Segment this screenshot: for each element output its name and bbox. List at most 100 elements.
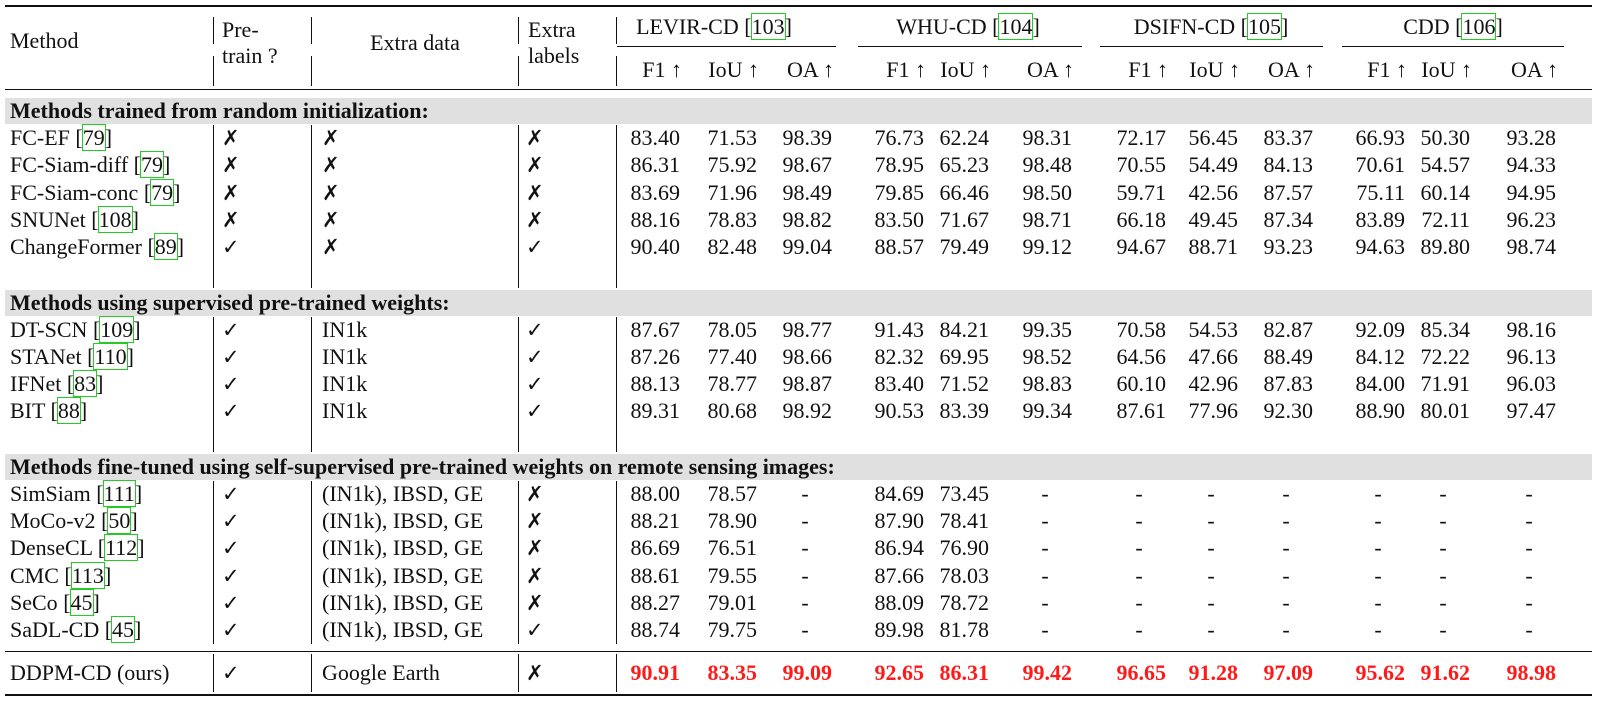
- method-label: IFNet: [10, 371, 62, 397]
- metric-value: 96.03: [1506, 371, 1557, 397]
- metric-value: 66.93: [1355, 125, 1406, 150]
- metric-value: 84.69: [874, 480, 925, 506]
- metric-header: IoU ↑: [1189, 57, 1240, 82]
- metric-value: 88.27: [630, 589, 681, 615]
- method-name: SNUNet [108]: [10, 205, 139, 233]
- metric-value: 93.23: [1263, 234, 1314, 260]
- labels-mark: ✗: [526, 661, 544, 685]
- column-divider: [213, 17, 215, 44]
- extra-data-cell: (IN1k), IBSD, GE: [322, 589, 484, 615]
- metric-value: -: [1525, 508, 1533, 533]
- metric-value: 93.28: [1506, 125, 1557, 150]
- citation-link[interactable]: 110: [93, 342, 128, 370]
- metric-header: OA ↑: [1026, 57, 1074, 82]
- method-name: ChangeFormer [89]: [10, 233, 185, 261]
- metric-value: -: [1525, 617, 1533, 643]
- metric-value: 78.05: [707, 316, 758, 342]
- citation-link[interactable]: 79: [81, 124, 106, 151]
- metric-value: 70.58: [1116, 316, 1167, 342]
- metric-value: -: [1207, 508, 1215, 533]
- metric-value: -: [1041, 508, 1049, 533]
- metric-value: -: [1439, 480, 1447, 506]
- pretrain-mark: ✗: [222, 207, 240, 232]
- method-name: FC-EF [79]: [10, 124, 113, 151]
- metric-value: 86.94: [874, 535, 925, 561]
- citation-link[interactable]: 103: [750, 13, 786, 40]
- citation-link[interactable]: 112: [104, 534, 139, 562]
- metric-value: -: [1135, 535, 1143, 561]
- section-band: [5, 453, 1592, 480]
- method-name: FC-Siam-diff [79]: [10, 151, 171, 179]
- method-label: BIT: [10, 398, 46, 424]
- citation-link[interactable]: 45: [69, 588, 94, 616]
- citation-link[interactable]: 79: [150, 178, 175, 206]
- citation-link[interactable]: 108: [97, 205, 133, 233]
- citation-link[interactable]: 104: [998, 13, 1034, 40]
- pretrain-mark: ✓: [222, 563, 240, 588]
- dataset-underline: [1100, 46, 1323, 48]
- column-divider: [213, 125, 215, 288]
- citation-link[interactable]: 83: [73, 370, 98, 398]
- dataset-header: CDD [106]: [1403, 13, 1503, 40]
- metric-value: -: [1041, 617, 1049, 643]
- citation-link[interactable]: 45: [111, 616, 136, 644]
- method-label: SimSiam: [10, 480, 91, 506]
- extra-data-cell: (IN1k), IBSD, GE: [322, 508, 484, 533]
- citation-link[interactable]: 105: [1246, 13, 1282, 40]
- header-extra-labels-1: Extra: [528, 17, 576, 42]
- column-divider: [518, 17, 520, 44]
- metric-value: 75.92: [707, 152, 758, 178]
- metric-value: 94.33: [1506, 152, 1557, 178]
- metric-value: 88.74: [630, 617, 681, 643]
- metric-value: 82.87: [1263, 316, 1314, 342]
- metric-value: -: [801, 562, 809, 588]
- metric-value: 59.71: [1116, 179, 1167, 205]
- citation-link[interactable]: 109: [99, 315, 135, 343]
- metric-value: 98.49: [782, 179, 833, 205]
- metric-value: 64.56: [1116, 343, 1167, 369]
- column-divider: [616, 316, 618, 452]
- metric-value: 49.45: [1188, 206, 1239, 232]
- metric-value: 98.74: [1506, 234, 1557, 260]
- citation-link[interactable]: 88: [56, 397, 81, 425]
- metric-value: 70.61: [1355, 152, 1406, 178]
- labels-mark: ✓: [526, 344, 544, 369]
- metric-value: 84.13: [1263, 152, 1314, 178]
- citation-link[interactable]: 113: [70, 561, 105, 589]
- metric-value: 96.13: [1506, 343, 1557, 369]
- method-label: FC-Siam-diff: [10, 152, 129, 178]
- metric-value: 60.14: [1420, 179, 1471, 205]
- citation-link[interactable]: 106: [1461, 13, 1497, 40]
- top-rule: [5, 5, 1592, 8]
- extra-data-cell: IN1k: [322, 371, 368, 397]
- metric-value: 89.80: [1420, 234, 1471, 260]
- metric-header: OA ↑: [786, 57, 834, 82]
- labels-mark: ✓: [526, 372, 544, 397]
- metric-header: F1 ↑: [886, 57, 926, 82]
- metric-value: -: [801, 589, 809, 615]
- citation-link[interactable]: 50: [107, 507, 132, 534]
- dataset-name: WHU-CD: [896, 14, 987, 39]
- column-divider: [311, 56, 313, 86]
- metric-value: 79.49: [939, 234, 990, 260]
- pretrain-mark: ✓: [222, 509, 240, 533]
- extra-data-cell: (IN1k), IBSD, GE: [322, 617, 484, 643]
- metric-value: 95.62: [1355, 660, 1406, 685]
- citation-link[interactable]: 89: [153, 233, 178, 261]
- method-name: SaDL-CD [45]: [10, 616, 142, 644]
- column-divider: [616, 480, 618, 645]
- metric-value: 98.92: [782, 398, 833, 424]
- pretrain-mark: ✓: [222, 399, 240, 424]
- citation-link[interactable]: 111: [102, 479, 136, 507]
- metric-value: 78.90: [707, 508, 758, 533]
- metric-value: 83.40: [874, 371, 925, 397]
- metric-value: -: [1207, 480, 1215, 506]
- citation-link[interactable]: 79: [139, 151, 164, 179]
- metric-value: 89.98: [874, 617, 925, 643]
- metric-value: 72.17: [1116, 125, 1167, 150]
- metric-value: -: [1439, 508, 1447, 533]
- metric-value: 91.43: [874, 316, 925, 342]
- column-divider: [518, 316, 520, 452]
- column-divider: [311, 17, 313, 44]
- extra-data-cell: ✗: [322, 153, 340, 178]
